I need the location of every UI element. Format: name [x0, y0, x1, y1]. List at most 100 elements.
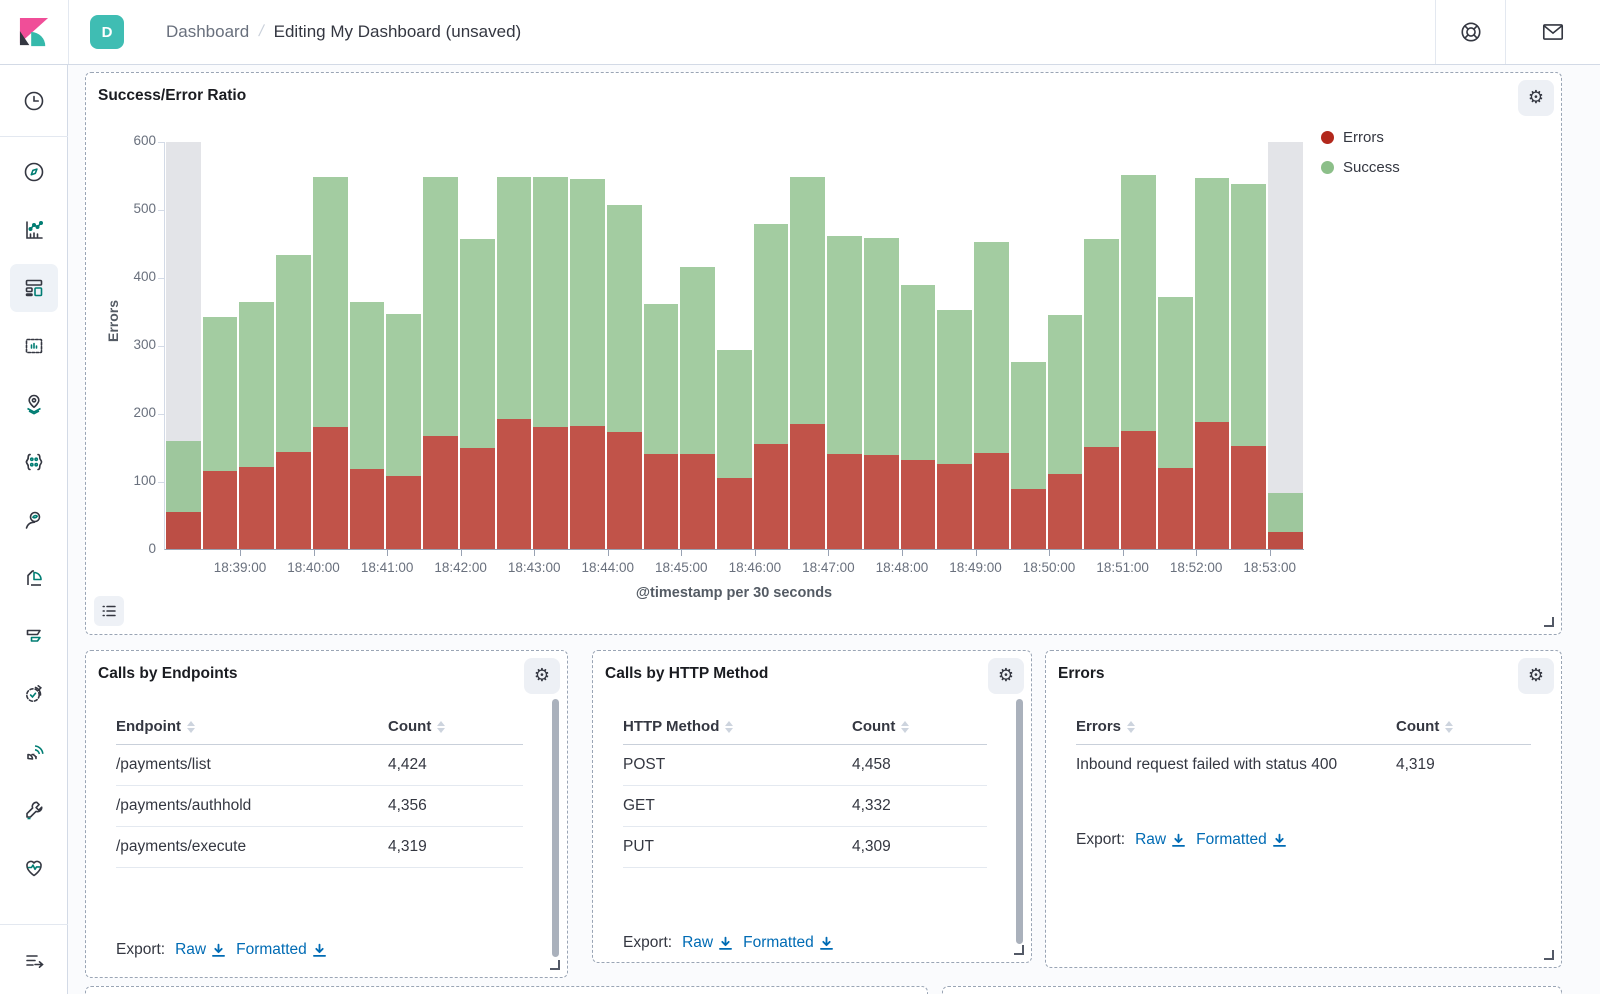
errors-bar-segment[interactable] [276, 452, 311, 549]
bar-slot[interactable] [606, 142, 643, 549]
column-header-count[interactable]: Count [852, 718, 987, 735]
errors-bar-segment[interactable] [1231, 446, 1267, 549]
bar-slot[interactable] [753, 142, 790, 549]
bar-slot[interactable] [569, 142, 606, 549]
sidebar-item-machine-learning[interactable] [10, 438, 58, 486]
success-bar-segment[interactable] [459, 239, 495, 448]
bar-slot[interactable] [826, 142, 863, 549]
success-bar-segment[interactable] [863, 238, 899, 455]
success-bar-segment[interactable] [386, 314, 422, 476]
bar-slot[interactable] [312, 142, 349, 549]
panel-resize-handle[interactable] [1544, 617, 1554, 627]
success-bar-segment[interactable] [1010, 362, 1046, 489]
success-bar-segment[interactable] [606, 205, 642, 432]
sidebar-item-uptime[interactable] [10, 670, 58, 718]
bar-slot[interactable] [1194, 142, 1231, 549]
column-header-http-method[interactable]: HTTP Method [623, 718, 852, 735]
column-header-count[interactable]: Count [1396, 718, 1531, 735]
errors-bar-segment[interactable] [753, 444, 789, 549]
bar-slot[interactable] [973, 142, 1010, 549]
export-raw-link[interactable]: Raw [682, 934, 733, 952]
errors-bar-segment[interactable] [863, 455, 899, 549]
success-bar-segment[interactable] [1194, 178, 1230, 422]
success-bar-segment[interactable] [1084, 239, 1120, 447]
errors-bar-segment[interactable] [423, 436, 458, 549]
success-bar-segment[interactable] [423, 177, 458, 436]
bar-slot[interactable] [496, 142, 533, 549]
errors-bar-segment[interactable] [827, 454, 862, 549]
bar-slot[interactable] [202, 142, 239, 549]
bar-slot[interactable] [789, 142, 826, 549]
success-bar-segment[interactable] [1268, 493, 1303, 532]
success-bar-segment[interactable] [239, 302, 275, 467]
sidebar-item-dev-tools[interactable] [10, 786, 58, 834]
errors-bar-segment[interactable] [606, 432, 642, 549]
errors-bar-segment[interactable] [1010, 489, 1046, 549]
bar-slot[interactable] [1157, 142, 1194, 549]
export-raw-link[interactable]: Raw [175, 941, 226, 959]
errors-bar-segment[interactable] [386, 476, 422, 549]
success-bar-segment[interactable] [1157, 297, 1193, 468]
sidebar-item-analytics[interactable] [10, 554, 58, 602]
space-badge[interactable]: D [90, 15, 124, 49]
errors-bar-segment[interactable] [239, 467, 275, 549]
success-bar-segment[interactable] [717, 350, 752, 478]
kibana-logo[interactable] [0, 0, 68, 64]
export-formatted-link[interactable]: Formatted [743, 934, 834, 952]
panel-options-button[interactable]: ⚙ [1518, 658, 1554, 694]
export-raw-link[interactable]: Raw [1135, 831, 1186, 849]
sidebar-item-recently-viewed[interactable] [10, 77, 58, 125]
bar-slot[interactable] [1120, 142, 1157, 549]
success-bar-segment[interactable] [753, 224, 789, 444]
errors-bar-segment[interactable] [717, 478, 752, 549]
bar-slot[interactable] [900, 142, 937, 549]
sidebar-item-apm[interactable] [10, 728, 58, 776]
errors-bar-segment[interactable] [974, 453, 1009, 549]
errors-bar-segment[interactable] [533, 427, 569, 549]
success-bar-segment[interactable] [937, 310, 973, 464]
bar-slot[interactable] [459, 142, 496, 549]
errors-bar-segment[interactable] [1047, 474, 1083, 549]
bar-slot[interactable] [1267, 142, 1304, 549]
success-bar-segment[interactable] [1231, 184, 1267, 446]
bar-slot[interactable] [679, 142, 716, 549]
success-bar-segment[interactable] [827, 236, 862, 454]
panel-resize-handle[interactable] [550, 960, 560, 970]
errors-bar-segment[interactable] [1157, 468, 1193, 549]
sidebar-item-monitoring[interactable] [10, 844, 58, 892]
bar-slot[interactable] [275, 142, 312, 549]
sidebar-item-discover[interactable] [10, 148, 58, 196]
success-bar-segment[interactable] [312, 177, 348, 427]
success-bar-segment[interactable] [643, 304, 679, 454]
success-bar-segment[interactable] [1047, 315, 1083, 474]
legend-item-success[interactable]: Success [1321, 159, 1400, 176]
errors-bar-segment[interactable] [166, 512, 201, 549]
success-bar-segment[interactable] [349, 302, 385, 469]
errors-bar-segment[interactable] [1194, 422, 1230, 549]
legend-item-errors[interactable]: Errors [1321, 129, 1400, 146]
breadcrumb-dashboard-link[interactable]: Dashboard [166, 22, 250, 41]
panel-options-button[interactable]: ⚙ [1518, 80, 1554, 116]
table-scrollbar[interactable] [1016, 699, 1023, 944]
success-bar-segment[interactable] [570, 179, 605, 426]
errors-bar-segment[interactable] [1121, 431, 1156, 549]
errors-bar-segment[interactable] [1084, 447, 1120, 549]
errors-bar-segment[interactable] [790, 424, 826, 549]
success-bar-segment[interactable] [900, 285, 936, 460]
errors-bar-segment[interactable] [680, 454, 716, 549]
success-bar-segment[interactable] [166, 441, 201, 512]
success-bar-segment[interactable] [276, 255, 311, 452]
success-bar-segment[interactable] [790, 177, 826, 424]
bar-slot[interactable] [349, 142, 386, 549]
errors-bar-segment[interactable] [937, 464, 973, 549]
sidebar-item-filters[interactable] [10, 612, 58, 660]
bar-slot[interactable] [1010, 142, 1047, 549]
table-scrollbar[interactable] [552, 699, 559, 957]
sidebar-item-maps[interactable] [10, 380, 58, 428]
column-header-endpoint[interactable]: Endpoint [116, 718, 388, 735]
collapse-menu-button[interactable] [10, 936, 58, 984]
bar-slot[interactable] [716, 142, 753, 549]
errors-bar-segment[interactable] [643, 454, 679, 549]
errors-bar-segment[interactable] [496, 419, 532, 549]
legend-toggle-button[interactable] [94, 596, 124, 626]
